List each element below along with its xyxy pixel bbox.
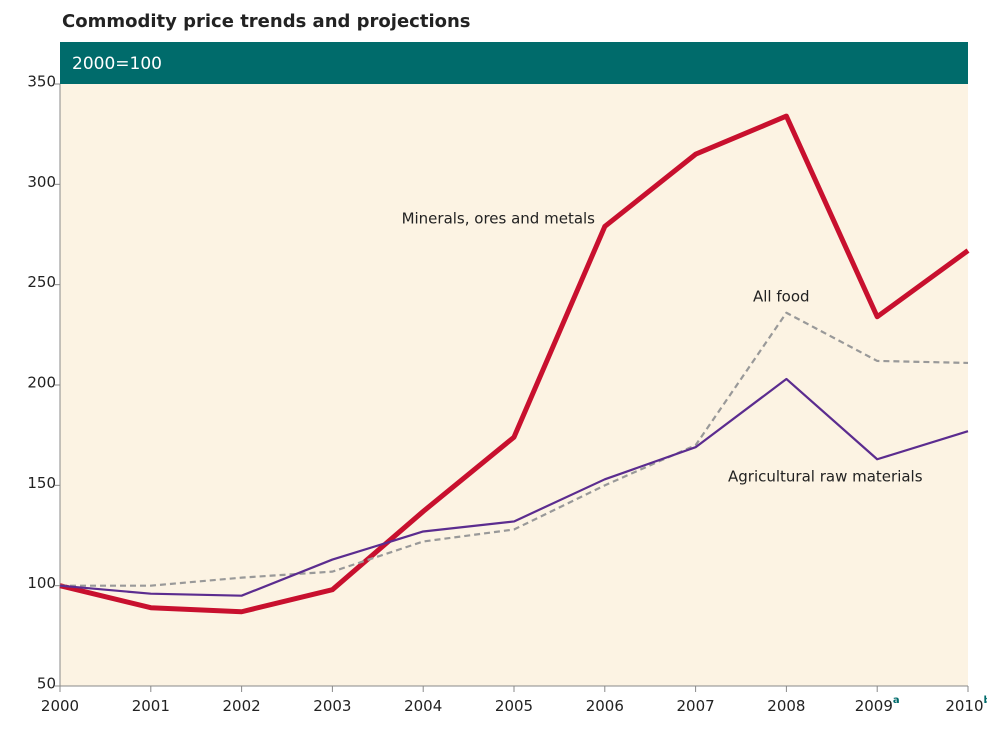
x-tick-text: 2009 bbox=[855, 697, 893, 715]
x-tick-label: 2006 bbox=[586, 697, 624, 715]
x-tick-text: 2005 bbox=[495, 697, 533, 715]
y-tick-label: 250 bbox=[27, 273, 56, 291]
y-tick-label: 350 bbox=[27, 73, 56, 91]
x-tick-text: 2001 bbox=[132, 697, 170, 715]
series-label: Minerals, ores and metals bbox=[402, 210, 596, 228]
series-label: Agricultural raw materials bbox=[728, 468, 923, 486]
header-bar bbox=[60, 42, 968, 84]
x-tick-text: 2002 bbox=[223, 697, 261, 715]
x-tick-note: b bbox=[984, 695, 987, 706]
y-tick-label: 150 bbox=[27, 474, 56, 492]
series-line bbox=[60, 311, 969, 587]
series-line bbox=[59, 377, 969, 597]
x-tick-label: 2001 bbox=[132, 697, 170, 715]
x-tick-label: 2003 bbox=[313, 697, 351, 715]
x-tick-text: 2010 bbox=[945, 697, 983, 715]
x-tick-label: 2008 bbox=[767, 697, 805, 715]
series-line bbox=[59, 113, 970, 615]
y-tick-label: 50 bbox=[37, 675, 56, 693]
x-tick-text: 2004 bbox=[404, 697, 442, 715]
y-tick-label: 200 bbox=[27, 374, 56, 392]
x-tick-label: 2005 bbox=[495, 697, 533, 715]
chart-subtitle: 2000=100 bbox=[72, 54, 162, 74]
x-tick-label: 2002 bbox=[223, 697, 261, 715]
x-tick-label: 2004 bbox=[404, 697, 442, 715]
series-label: All food bbox=[753, 288, 810, 306]
x-tick-text: 2006 bbox=[586, 697, 624, 715]
x-tick-text: 2003 bbox=[313, 697, 351, 715]
x-tick-label: 2000 bbox=[41, 697, 79, 715]
chart-title: Commodity price trends and projections bbox=[62, 11, 471, 32]
x-tick-label: 2010b bbox=[945, 695, 987, 715]
x-tick-text: 2007 bbox=[677, 697, 715, 715]
x-tick-text: 2000 bbox=[41, 697, 79, 715]
x-tick-note: a bbox=[893, 695, 900, 706]
x-tick-text: 2008 bbox=[767, 697, 805, 715]
y-tick-label: 100 bbox=[27, 574, 56, 592]
x-tick-label: 2007 bbox=[677, 697, 715, 715]
y-tick-label: 300 bbox=[27, 173, 56, 191]
x-tick-label: 2009a bbox=[855, 695, 900, 715]
